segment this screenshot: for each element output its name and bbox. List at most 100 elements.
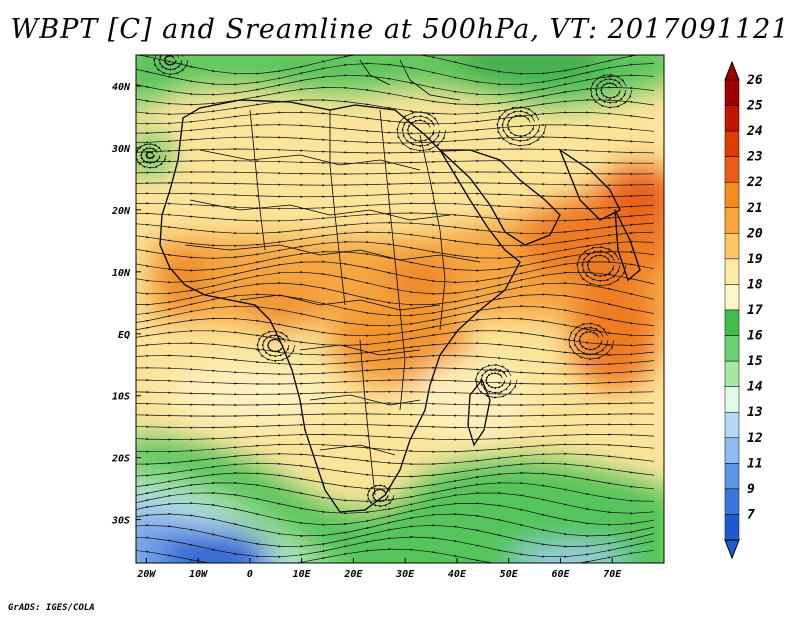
- colorbar-label: 17: [747, 303, 763, 318]
- colorbar-label: 22: [746, 175, 763, 190]
- streamline: [474, 363, 518, 399]
- colorbar-swatch: [724, 233, 740, 260]
- colorbar-label: 13: [747, 405, 763, 420]
- colorbar-swatch: [724, 514, 740, 541]
- colorbar-label: 7: [747, 507, 755, 522]
- streamline: [136, 147, 655, 155]
- grads-credit: GrADS: IGES/COLA: [8, 603, 95, 613]
- longitude-labels: 20W 10W 0 10E 20E 30E 40E 50E 60E 70E: [136, 558, 622, 580]
- colorbar-label: 18: [747, 277, 763, 292]
- lat-label: 10N: [112, 268, 131, 279]
- streamline: [371, 488, 389, 503]
- streamline: [567, 322, 615, 361]
- colorbar-swatch: [724, 386, 740, 413]
- streamline: [485, 371, 506, 390]
- streamline: [136, 423, 655, 429]
- lon-label: 10E: [293, 569, 312, 580]
- colorbar-label: 24: [746, 124, 763, 139]
- streamline: [136, 202, 655, 210]
- streamline: [136, 341, 655, 357]
- streamline: [136, 401, 655, 407]
- colorbar-bottom-arrow: [724, 539, 740, 560]
- colorbar-swatch: [724, 258, 740, 285]
- colorbar-swatch: [724, 130, 740, 157]
- streamline: [136, 170, 655, 176]
- streamline: [136, 123, 655, 135]
- lon-label: 40E: [448, 569, 467, 580]
- colorbar-swatch: [724, 79, 740, 106]
- streamline: [136, 354, 655, 366]
- streamline: [586, 254, 615, 278]
- lat-label: 20S: [111, 454, 130, 465]
- lon-label: 70E: [603, 569, 622, 580]
- streamline: [266, 338, 284, 353]
- streamlines: [136, 55, 655, 563]
- streamline: [163, 55, 178, 66]
- lat-label: 10S: [112, 392, 130, 403]
- streamline: [136, 329, 655, 347]
- colorbar-swatch: [724, 156, 740, 183]
- streamline: [366, 484, 395, 508]
- colorbar: 26 25 24 23 22 21 20 19 18 17 16 15 14 13 12 11 9 7: [724, 60, 763, 560]
- colorbar-label: 9: [747, 482, 755, 497]
- streamline: [136, 433, 655, 441]
- streamline: [136, 159, 654, 165]
- streamline: [136, 135, 655, 145]
- streamline: [589, 73, 633, 109]
- lat-label: 40N: [112, 82, 131, 93]
- streamline: [158, 55, 183, 71]
- lon-label: 20W: [136, 569, 156, 580]
- colorbar-label: 14: [747, 380, 763, 395]
- colorbar-label: 16: [747, 329, 763, 344]
- lat-label: 30S: [111, 516, 130, 527]
- streamline: [594, 77, 627, 104]
- streamline: [600, 81, 621, 100]
- streamline: [396, 110, 447, 152]
- colorbar-swatch: [724, 105, 740, 132]
- streamline: [136, 378, 655, 386]
- lon-label: 60E: [551, 569, 570, 580]
- colorbar-label: 20: [746, 226, 763, 241]
- colorbar-swatch: [724, 488, 740, 515]
- streamline: [136, 366, 655, 376]
- streamline: [496, 105, 547, 147]
- streamline: [578, 330, 603, 351]
- colorbar-swatch: [724, 335, 740, 362]
- lon-label: 0: [247, 569, 253, 580]
- colorbar-swatch: [724, 437, 740, 464]
- colorbar-label: 21: [746, 201, 763, 216]
- colorbar-label: 25: [746, 99, 763, 114]
- streamline: [581, 250, 621, 283]
- streamline: [136, 192, 655, 198]
- streamline: [256, 330, 296, 363]
- colorbar-swatch: [724, 207, 740, 234]
- streamline: [140, 146, 161, 165]
- colorbar-swatch: [724, 360, 740, 387]
- colorbar-swatch: [724, 463, 740, 490]
- lon-label: 10W: [189, 569, 208, 580]
- streamline: [136, 443, 655, 453]
- lat-label: EQ: [118, 330, 130, 341]
- colorbar-label: 26: [746, 73, 763, 88]
- colorbar-swatch: [724, 284, 740, 311]
- streamline: [506, 114, 535, 138]
- colorbar-swatch: [724, 181, 740, 209]
- streamline: [261, 334, 290, 358]
- colorbar-label: 15: [747, 354, 763, 369]
- streamline: [401, 115, 441, 148]
- lat-label: 30N: [111, 144, 131, 155]
- streamline: [136, 211, 655, 223]
- streamline: [136, 111, 655, 125]
- streamline: [145, 150, 156, 160]
- streamline: [501, 110, 541, 143]
- streamline: [136, 412, 655, 418]
- latitude-labels: 40N 30N 20N 10N EQ 10S 20S 30S: [111, 82, 141, 527]
- colorbar-label: 11: [747, 456, 763, 471]
- colorbar-label: 19: [747, 252, 763, 267]
- colorbar-swatch: [724, 411, 740, 439]
- lon-label: 20E: [343, 569, 363, 580]
- lon-label: 30E: [395, 569, 415, 580]
- streamline: [576, 245, 627, 287]
- streamline: [479, 367, 512, 394]
